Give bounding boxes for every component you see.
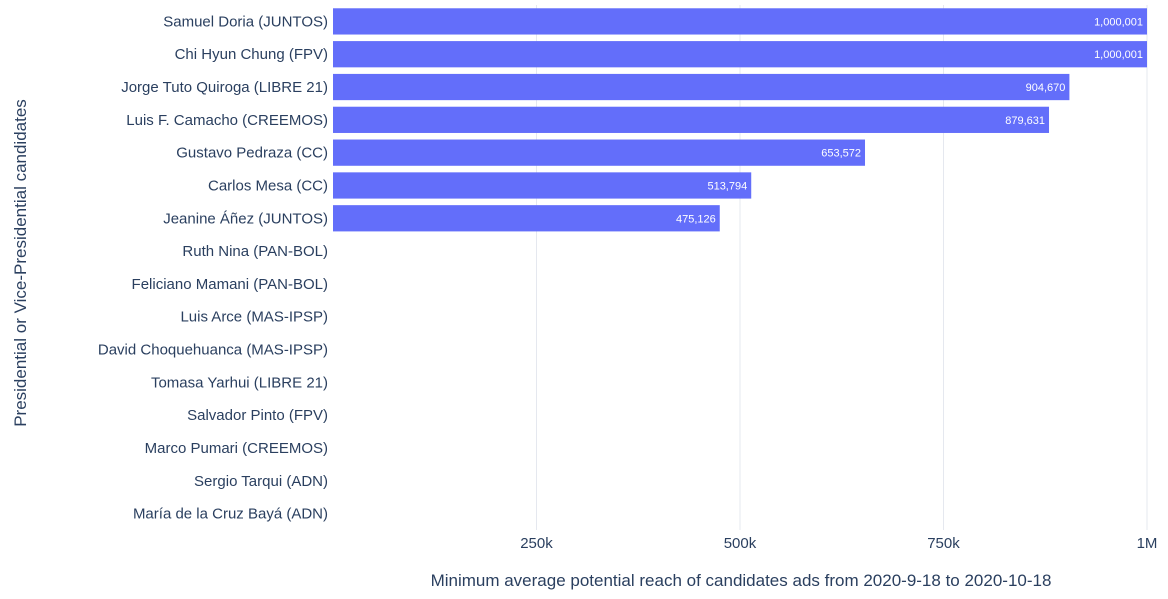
category-label: Salvador Pinto (FPV) <box>187 407 328 424</box>
bar <box>333 106 1050 133</box>
y-axis-title: Presidential or Vice-Presidential candid… <box>11 99 30 427</box>
x-tick-label: 750k <box>927 535 960 552</box>
bar <box>333 8 1147 35</box>
x-tick-label: 1M <box>1137 535 1158 552</box>
bar <box>333 205 720 232</box>
category-label: David Choquehuanca (MAS-IPSP) <box>98 342 328 359</box>
bar <box>333 139 866 166</box>
bar-value-label: 1,000,001 <box>1094 49 1143 61</box>
category-label: Luis F. Camacho (CREEMOS) <box>126 112 328 129</box>
category-label: Sergio Tarqui (ADN) <box>194 473 328 490</box>
category-label: Gustavo Pedraza (CC) <box>176 145 328 162</box>
x-tick-labels: 250k 500k 750k 1M <box>520 535 1157 552</box>
category-labels: Samuel Doria (JUNTOS) Chi Hyun Chung (FPV… <box>98 13 328 522</box>
category-label: Luis Arce (MAS-IPSP) <box>180 309 328 326</box>
category-label: Feliciano Mamani (PAN-BOL) <box>132 276 328 293</box>
x-tick-label: 250k <box>520 535 553 552</box>
category-label: Tomasa Yarhui (LIBRE 21) <box>151 374 328 391</box>
category-label: Chi Hyun Chung (FPV) <box>175 46 328 63</box>
category-label: Samuel Doria (JUNTOS) <box>163 13 328 30</box>
bar-value-label: 475,126 <box>676 213 716 225</box>
x-tick-label: 500k <box>724 535 757 552</box>
bar-value-label: 1,000,001 <box>1094 16 1143 28</box>
bar <box>333 41 1147 68</box>
bar-value-label: 653,572 <box>821 148 861 160</box>
bar <box>333 73 1070 101</box>
category-label: Jorge Tuto Quiroga (LIBRE 21) <box>121 79 328 96</box>
category-label: Carlos Mesa (CC) <box>208 177 328 194</box>
category-label: Ruth Nina (PAN-BOL) <box>182 243 328 260</box>
bar <box>333 172 752 199</box>
bar-value-label: 513,794 <box>707 180 747 192</box>
category-label: Jeanine Áñez (JUNTOS) <box>163 210 328 227</box>
x-axis-title: Minimum average potential reach of candi… <box>431 571 1052 590</box>
category-label: Marco Pumari (CREEMOS) <box>145 440 328 457</box>
bar-value-label: 904,670 <box>1026 82 1066 94</box>
category-label: María de la Cruz Bayá (ADN) <box>133 506 328 523</box>
bars: 1,000,001 1,000,001 904,670 879,631 653,572 5… <box>333 8 1147 232</box>
bar-value-label: 879,631 <box>1005 115 1045 127</box>
